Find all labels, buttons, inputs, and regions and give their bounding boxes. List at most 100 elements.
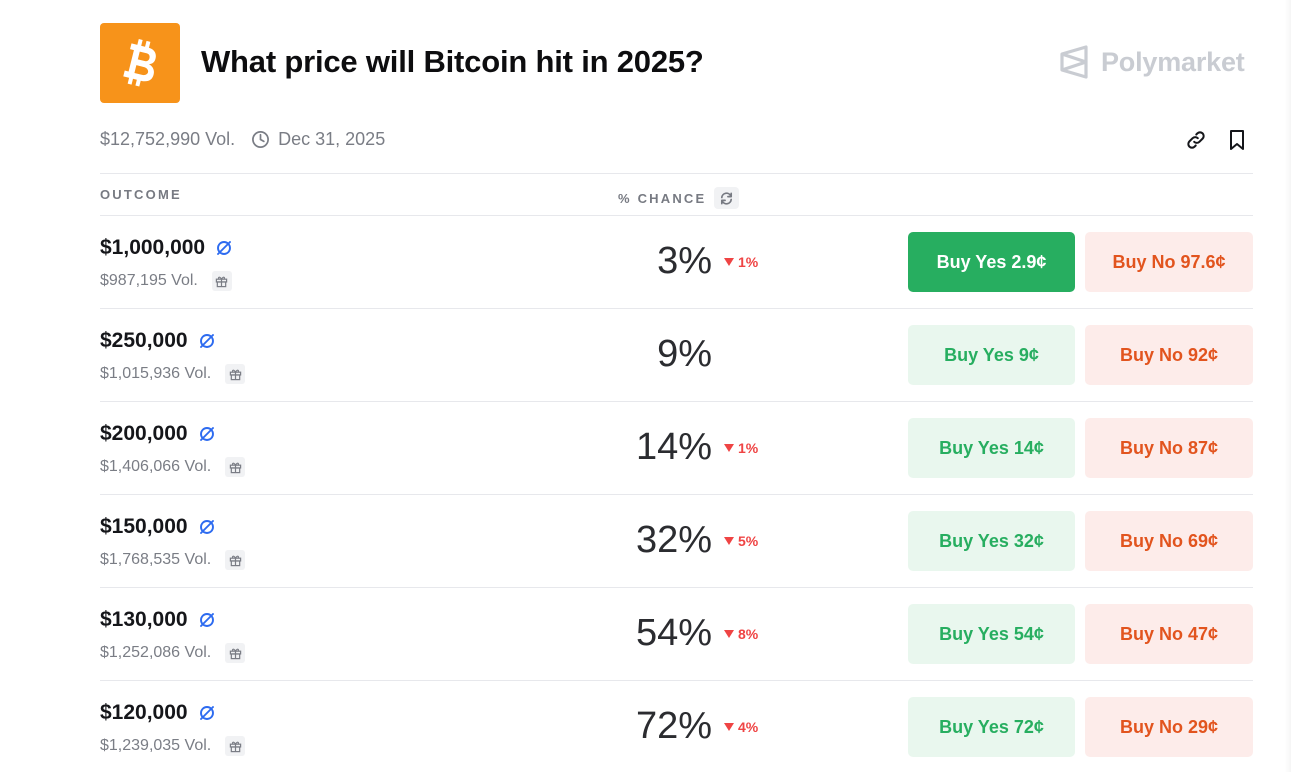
outcome-volume: $1,252,086 Vol.	[100, 644, 212, 661]
outcome-volume-line: $1,768,535 Vol.	[100, 550, 246, 570]
market-logo	[100, 23, 180, 103]
brand-logo[interactable]: Polymarket	[1059, 45, 1245, 79]
chance-change-value: 4%	[738, 719, 759, 735]
header-actions	[1184, 128, 1248, 151]
row-divider	[100, 587, 1253, 588]
gift-button[interactable]	[225, 457, 246, 477]
outcome-row: $130,000 $1,252,086 Vol. 54%	[100, 588, 1253, 681]
outcome-label: $1,000,000	[100, 236, 206, 259]
gift-button[interactable]	[225, 736, 246, 756]
chance-percent: 14%	[635, 426, 712, 468]
chance-percent: 9%	[657, 333, 712, 375]
outcome-volume-line: $1,239,035 Vol.	[100, 736, 246, 756]
buy-yes-button[interactable]: Buy Yes 2.9¢	[908, 232, 1075, 292]
buy-no-button[interactable]: Buy No 87¢	[1085, 418, 1253, 478]
outcome-label: $130,000	[100, 608, 188, 631]
gift-button[interactable]	[225, 643, 246, 663]
buy-yes-button[interactable]: Buy Yes 32¢	[908, 511, 1075, 571]
outcome-label: $120,000	[100, 701, 188, 724]
rewards-link-button[interactable]	[215, 239, 233, 257]
outcome-volume-line: $1,015,936 Vol.	[100, 364, 246, 384]
chance-change-value: 1%	[738, 440, 759, 456]
copy-link-button[interactable]	[1184, 128, 1207, 151]
outcome-row: $150,000 $1,768,535 Vol. 32%	[100, 495, 1253, 588]
gift-icon	[216, 276, 228, 287]
chance-header-label: % CHANCE	[618, 190, 707, 206]
rewards-icon	[199, 706, 214, 720]
refresh-button[interactable]	[714, 187, 740, 209]
buy-no-button[interactable]: Buy No 47¢	[1085, 604, 1253, 664]
outcome-volume-line: $987,195 Vol.	[100, 271, 232, 291]
chance-change-value: 8%	[738, 626, 759, 642]
buy-yes-button[interactable]: Buy Yes 54¢	[908, 604, 1075, 664]
outcome-volume-line: $1,406,066 Vol.	[100, 457, 246, 477]
row-divider	[100, 680, 1253, 681]
chance-percent: 32%	[635, 519, 712, 561]
rewards-link-button[interactable]	[198, 518, 216, 536]
buy-no-button[interactable]: Buy No 92¢	[1085, 325, 1253, 385]
rewards-icon	[199, 520, 214, 534]
outcome-title[interactable]: $150,000	[100, 515, 216, 539]
market-meta: $12,752,990 Vol. Dec 31, 2025	[100, 129, 385, 150]
gift-icon	[229, 369, 241, 380]
buy-yes-button[interactable]: Buy Yes 14¢	[908, 418, 1075, 478]
brand-name: Polymarket	[1101, 46, 1245, 77]
chance-change: 4%	[724, 719, 758, 735]
chance-column-header: % CHANCE	[618, 187, 740, 209]
rewards-link-button[interactable]	[198, 704, 216, 722]
chance-change-value: 5%	[738, 533, 759, 549]
outcome-volume: $1,768,535 Vol.	[100, 551, 212, 568]
row-divider	[100, 401, 1253, 402]
outcome-title[interactable]: $120,000	[100, 701, 216, 725]
gift-icon	[229, 462, 241, 473]
bookmark-button[interactable]	[1225, 128, 1248, 151]
gift-button[interactable]	[211, 271, 232, 291]
gift-button[interactable]	[225, 364, 246, 384]
rewards-icon	[217, 241, 232, 255]
buy-yes-button[interactable]: Buy Yes 9¢	[908, 325, 1075, 385]
chance-change: 5%	[724, 533, 758, 549]
end-date-text: Dec 31, 2025	[278, 129, 386, 149]
rewards-icon	[199, 427, 214, 441]
chance-percent: 54%	[635, 612, 712, 654]
buy-yes-button[interactable]: Buy Yes 72¢	[908, 697, 1075, 757]
header-divider	[100, 173, 1253, 174]
outcome-row: $120,000 $1,239,035 Vol. 72%	[100, 681, 1253, 772]
rewards-link-button[interactable]	[198, 425, 216, 443]
gift-icon	[229, 555, 241, 566]
clock-icon	[252, 131, 270, 148]
chance-percent: 3%	[657, 240, 712, 282]
gift-icon	[229, 648, 241, 659]
outcome-volume: $1,239,035 Vol.	[100, 737, 212, 754]
end-date: Dec 31, 2025	[251, 129, 385, 150]
outcome-label: $150,000	[100, 515, 188, 538]
outcome-label: $200,000	[100, 422, 188, 445]
outcome-column-header: OUTCOME	[100, 187, 182, 202]
rewards-link-button[interactable]	[198, 332, 216, 350]
link-icon	[1186, 130, 1205, 149]
chance-change: 8%	[724, 626, 758, 642]
chance-change: 1%	[724, 254, 758, 270]
rewards-icon	[199, 334, 214, 348]
rewards-link-button[interactable]	[198, 611, 216, 629]
outcome-volume: $1,015,936 Vol.	[100, 365, 212, 382]
polymarket-logo-icon	[1060, 45, 1088, 79]
total-volume: $12,752,990 Vol.	[100, 129, 236, 149]
outcome-row: $200,000 $1,406,066 Vol. 14%	[100, 402, 1253, 495]
row-divider	[100, 308, 1253, 309]
down-triangle-icon	[724, 630, 734, 638]
outcome-title[interactable]: $200,000	[100, 422, 216, 446]
buy-no-button[interactable]: Buy No 97.6¢	[1085, 232, 1253, 292]
outcome-title[interactable]: $130,000	[100, 608, 216, 632]
outcome-title[interactable]: $250,000	[100, 329, 216, 353]
gift-button[interactable]	[225, 550, 246, 570]
bookmark-icon	[1229, 129, 1244, 150]
outcome-row: $1,000,000 $987,195 Vol. 3%	[100, 216, 1253, 309]
outcome-title[interactable]: $1,000,000	[100, 236, 233, 260]
chance-change: 1%	[724, 440, 758, 456]
buy-no-button[interactable]: Buy No 29¢	[1085, 697, 1253, 757]
outcome-label: $250,000	[100, 329, 188, 352]
buy-no-button[interactable]: Buy No 69¢	[1085, 511, 1253, 571]
scroll-edge	[1285, 0, 1291, 772]
